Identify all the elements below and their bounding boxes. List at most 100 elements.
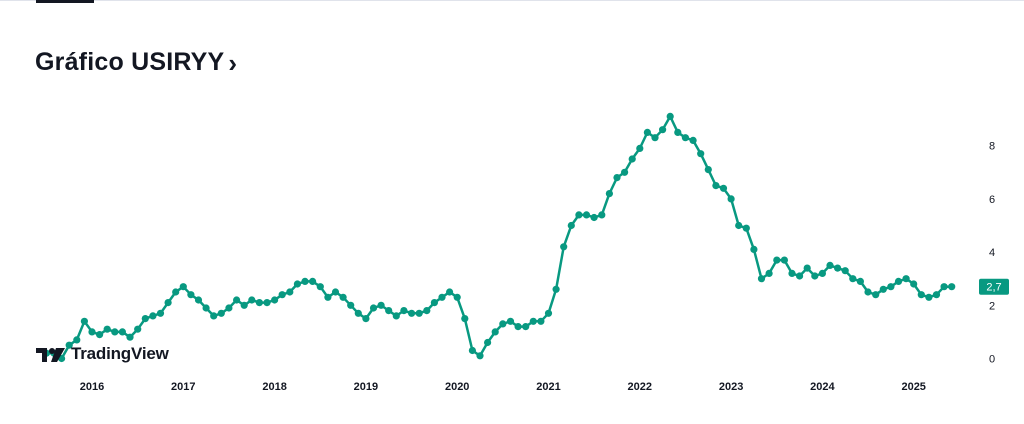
data-point[interactable] [134,325,142,333]
data-point[interactable] [499,320,507,328]
data-point[interactable] [354,309,362,317]
data-point[interactable] [811,272,819,280]
data-point[interactable] [164,299,172,307]
data-point[interactable] [476,352,484,360]
data-point[interactable] [849,275,857,283]
data-point[interactable] [80,317,88,325]
data-point[interactable] [210,312,218,320]
data-point[interactable] [484,338,492,347]
data-point[interactable] [628,155,636,163]
data-point[interactable] [925,293,933,301]
data-point[interactable] [552,285,560,293]
data-point[interactable] [948,283,956,291]
data-point[interactable] [818,269,827,277]
data-point[interactable] [681,134,690,142]
data-point[interactable] [111,328,119,336]
data-point[interactable] [309,277,317,285]
data-point[interactable] [324,293,332,301]
data-point[interactable] [423,307,431,315]
data-point[interactable] [339,293,347,301]
data-point[interactable] [780,256,789,264]
data-point[interactable] [263,299,271,307]
data-point[interactable] [902,275,910,283]
data-point[interactable] [179,283,187,291]
data-point[interactable] [506,317,515,325]
data-point[interactable] [598,211,606,219]
data-point[interactable] [96,331,104,339]
data-point[interactable] [834,264,842,272]
data-point[interactable] [240,301,248,309]
data-point[interactable] [118,328,126,336]
data-point[interactable] [149,312,157,320]
data-point[interactable] [796,272,804,280]
data-point[interactable] [887,283,895,291]
data-point[interactable] [674,128,682,136]
data-point[interactable] [879,285,887,293]
data-point[interactable] [621,168,629,176]
data-point[interactable] [735,221,743,230]
data-point[interactable] [567,221,575,230]
data-point[interactable] [172,288,180,296]
data-point[interactable] [491,328,499,336]
data-point[interactable] [271,296,279,304]
data-point[interactable] [453,293,461,301]
data-point[interactable] [187,291,195,299]
data-point[interactable] [803,264,811,272]
data-point[interactable] [613,174,621,182]
data-point[interactable] [88,328,96,336]
data-point[interactable] [514,323,522,331]
data-point[interactable] [217,309,225,317]
data-point[interactable] [666,112,674,120]
active-tab-indicator[interactable] [36,0,94,3]
data-point[interactable] [385,307,393,315]
data-point[interactable] [788,269,796,277]
data-point[interactable] [932,291,941,299]
data-point[interactable] [727,195,735,203]
data-point[interactable] [446,288,454,296]
data-point[interactable] [400,307,408,315]
data-point[interactable] [233,296,241,304]
data-point[interactable] [582,211,591,219]
data-point[interactable] [202,304,210,312]
data-point[interactable] [392,312,400,320]
data-point[interactable] [872,291,880,299]
data-point[interactable] [415,309,423,317]
data-point[interactable] [126,333,134,341]
data-point[interactable] [636,144,644,152]
data-point[interactable] [605,190,614,198]
data-point[interactable] [590,213,598,222]
data-point[interactable] [430,299,438,307]
data-point[interactable] [651,134,659,142]
data-point[interactable] [917,291,925,299]
data-point[interactable] [826,261,834,269]
data-point[interactable] [286,288,294,296]
data-point[interactable] [438,293,446,301]
data-point[interactable] [864,288,872,296]
data-point[interactable] [278,291,286,299]
data-point[interactable] [719,184,728,192]
data-point[interactable] [757,275,766,283]
data-point[interactable] [408,309,416,317]
data-point[interactable] [940,283,948,291]
data-point[interactable] [73,336,81,344]
data-point[interactable] [293,280,301,288]
data-point[interactable] [643,128,652,136]
data-point[interactable] [301,277,309,285]
data-point[interactable] [841,267,849,275]
data-point[interactable] [712,182,720,190]
data-point[interactable] [468,346,476,355]
data-point[interactable] [461,315,469,323]
data-point[interactable] [103,325,111,333]
data-point[interactable] [522,323,530,331]
data-point[interactable] [362,315,370,323]
data-point[interactable] [156,309,165,317]
data-point[interactable] [347,301,355,309]
data-point[interactable] [194,296,203,304]
data-point[interactable] [894,277,903,285]
data-point[interactable] [575,211,583,219]
data-point[interactable] [316,283,324,291]
data-point[interactable] [331,288,340,296]
data-point[interactable] [704,166,712,174]
data-point[interactable] [750,245,758,253]
